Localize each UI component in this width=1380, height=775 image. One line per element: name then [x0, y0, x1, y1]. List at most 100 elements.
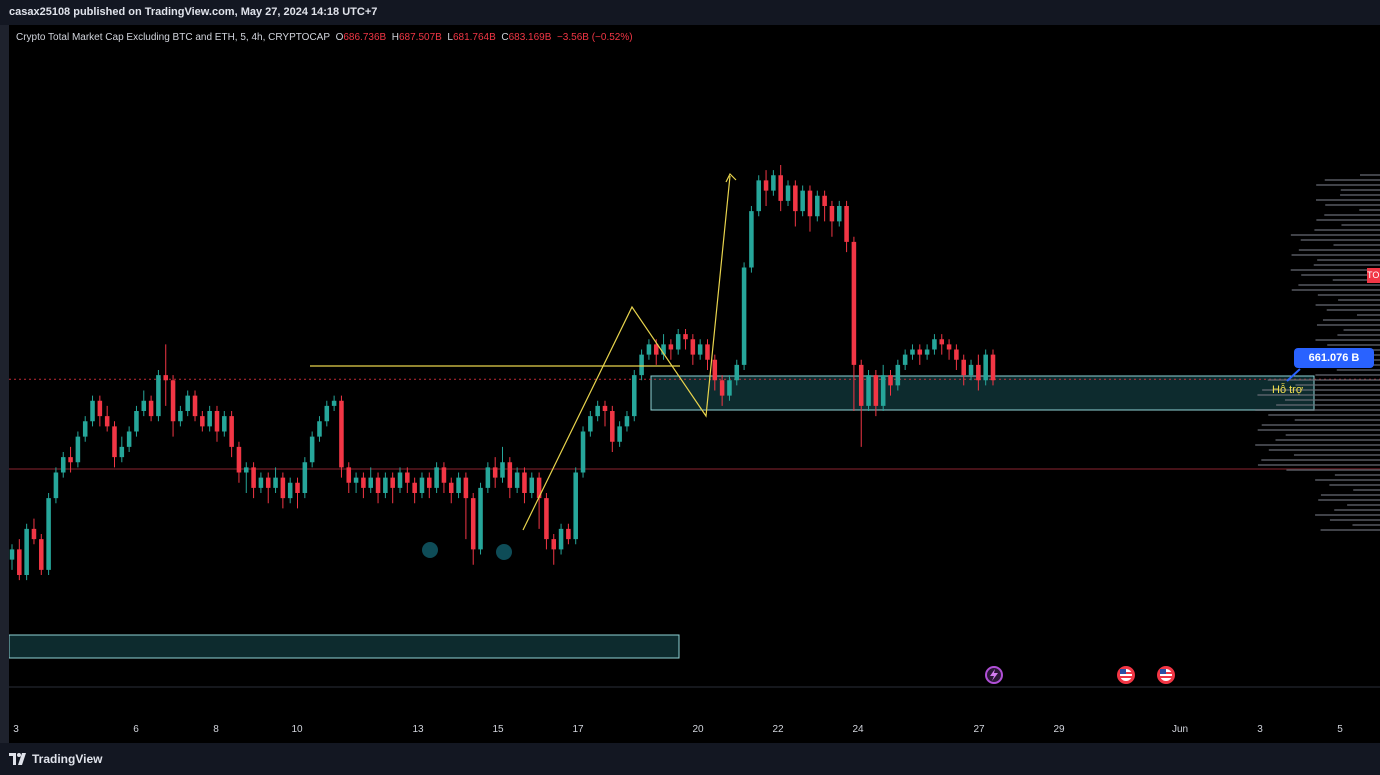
support-zone — [650, 375, 1315, 411]
candle-body — [536, 477, 542, 499]
candle-body — [646, 344, 652, 355]
pattern-projection — [522, 175, 731, 531]
candle-body — [749, 211, 754, 268]
x-tick-label: 29 — [1053, 724, 1065, 735]
candle-body — [295, 482, 300, 493]
candle-body — [639, 354, 644, 376]
price-callout[interactable]: 661.076 B — [1294, 348, 1374, 368]
candle-body — [858, 364, 864, 406]
candle-body — [771, 175, 776, 191]
candle-body — [178, 411, 183, 422]
candle-body — [236, 446, 242, 473]
event-bolt-icon[interactable] — [985, 666, 1003, 684]
candle-body — [302, 462, 308, 493]
candle-body — [485, 467, 491, 488]
candle-body — [668, 344, 674, 350]
candle-body — [53, 472, 59, 499]
candle-body — [368, 477, 373, 488]
candle-body — [141, 400, 147, 411]
candle-body — [595, 405, 600, 417]
footer-brand: TradingView — [32, 752, 103, 766]
candle-body — [258, 477, 264, 488]
x-tick-label: 24 — [852, 724, 864, 735]
candle-body — [917, 349, 923, 355]
candle-body — [375, 477, 381, 493]
candle-body — [712, 359, 718, 381]
lower-demand-zone — [9, 634, 680, 659]
candle-body — [617, 426, 622, 442]
candle-body — [463, 477, 469, 499]
candle-body — [697, 344, 703, 355]
candle-body — [500, 462, 505, 478]
candle-body — [815, 195, 820, 217]
us-flag-icon[interactable] — [1157, 666, 1175, 684]
arrow-head — [725, 172, 737, 183]
candle-body — [778, 175, 783, 201]
candle-body — [492, 467, 498, 478]
candle-body — [661, 344, 666, 355]
candle-body — [610, 411, 615, 442]
candle-body — [653, 344, 659, 355]
candle-body — [727, 380, 732, 396]
candle-body — [60, 457, 66, 473]
candle-body — [470, 498, 476, 550]
current-price-tag: TO — [1367, 268, 1380, 283]
candle-body — [434, 467, 439, 488]
legend-close: 683.169B — [508, 32, 552, 43]
candle-body — [902, 354, 908, 365]
x-tick-label: 13 — [412, 724, 424, 735]
candle-body — [383, 477, 388, 493]
candle-body — [793, 185, 798, 212]
candle-body — [412, 482, 417, 493]
legend-low: 681.764B — [452, 32, 496, 43]
candle-body — [968, 364, 974, 376]
candle-body — [126, 431, 132, 447]
candle-body — [785, 185, 791, 201]
time-axis: 3 6 8 10 13 15 17 20 22 24 27 29 Jun 3 5 — [9, 718, 1380, 743]
candle-body — [214, 411, 220, 432]
candle-body — [156, 375, 161, 417]
candle-body — [9, 549, 15, 560]
candle-body — [910, 349, 915, 355]
tradingview-logo[interactable]: TradingView — [9, 752, 102, 766]
candle-body — [280, 477, 286, 499]
candle-body — [353, 477, 359, 483]
candle-body — [82, 421, 88, 437]
candle-body — [97, 400, 103, 417]
candle-body — [558, 528, 564, 550]
candle-body — [251, 467, 256, 488]
x-tick-label: 22 — [772, 724, 784, 735]
x-tick-label: 6 — [133, 724, 139, 735]
candle-body — [361, 477, 366, 488]
candle-body — [675, 334, 681, 350]
candle-body — [397, 472, 403, 488]
candle-body — [866, 375, 871, 406]
candle-body — [46, 498, 51, 570]
bottom-marker — [422, 542, 438, 558]
candle-body — [112, 426, 117, 458]
candle-body — [441, 467, 447, 483]
x-tick-label: 3 — [13, 724, 19, 735]
candle-body — [185, 395, 190, 411]
candle-body — [573, 472, 578, 540]
chart-frame[interactable]: 3 6 8 10 13 15 17 20 22 24 27 29 Jun 3 5 — [0, 25, 1380, 743]
us-flag-icon[interactable] — [1117, 666, 1135, 684]
candle-body — [427, 477, 432, 488]
candle-body — [243, 467, 249, 473]
candle-body — [741, 267, 747, 365]
price-chart[interactable] — [9, 25, 1380, 718]
candle-body — [339, 400, 344, 468]
candle-body — [331, 400, 337, 406]
candle-body — [529, 477, 535, 493]
candle-body — [514, 472, 520, 488]
x-tick-label: 10 — [291, 724, 303, 735]
candle-body — [983, 354, 988, 381]
candle-body — [287, 482, 293, 499]
symbol-legend: Crypto Total Market Cap Excluding BTC an… — [16, 32, 633, 43]
candle-body — [68, 457, 73, 463]
candle-body — [192, 395, 198, 417]
candle-body — [976, 364, 981, 381]
x-tick-label: 8 — [213, 724, 219, 735]
candle-body — [163, 375, 169, 381]
candle-body — [222, 416, 227, 432]
